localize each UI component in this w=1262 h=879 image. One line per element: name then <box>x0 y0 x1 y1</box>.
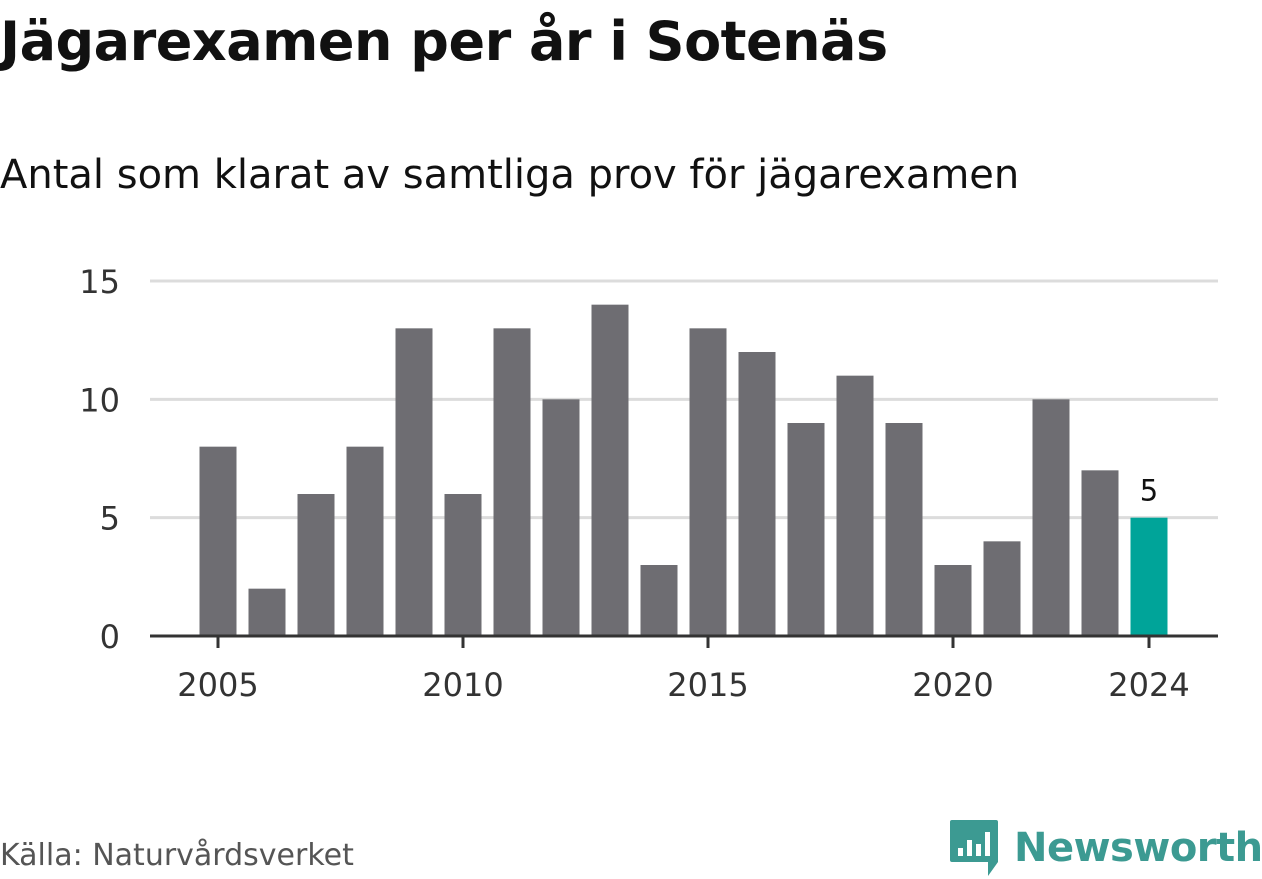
x-tick-label: 2005 <box>177 666 258 704</box>
bar-2023 <box>1081 470 1119 636</box>
bar-2012 <box>542 399 580 636</box>
y-axis-ticks: 0 5 10 15 <box>79 263 120 656</box>
bar-2008 <box>346 446 384 636</box>
x-tick-label: 2010 <box>422 666 503 704</box>
bar-2016 <box>738 352 776 636</box>
bar-2010 <box>444 494 482 636</box>
bar-2022 <box>1032 399 1070 636</box>
y-tick-label: 10 <box>79 381 120 419</box>
brand-logo: Newsworthy <box>948 818 1262 878</box>
y-tick-label: 15 <box>79 263 120 301</box>
bar-2009 <box>395 328 433 636</box>
y-tick-label: 0 <box>100 618 120 656</box>
bar-2006 <box>248 588 286 636</box>
source-note: Källa: Naturvårdsverket <box>0 838 354 873</box>
bar-2017 <box>787 423 825 636</box>
bar-2024 <box>1130 517 1168 636</box>
chart-title: Jägarexamen per år i Sotenäs <box>0 10 888 73</box>
bar-chart-logo-icon <box>950 820 998 876</box>
x-tick-label: 2024 <box>1108 666 1189 704</box>
bar-2018 <box>836 375 874 636</box>
x-tick-label: 2020 <box>912 666 993 704</box>
brand-name: Newsworthy <box>1014 825 1262 871</box>
x-tick-label: 2015 <box>667 666 748 704</box>
bar-2020 <box>934 565 972 636</box>
bar-2021 <box>983 541 1021 636</box>
bar-2015 <box>689 328 727 636</box>
bar-2011 <box>493 328 531 636</box>
bar-2005 <box>199 446 237 636</box>
bar-2013 <box>591 304 629 636</box>
chart-subtitle: Antal som klarat av samtliga prov för jä… <box>0 152 1020 198</box>
bar-2007 <box>297 494 335 636</box>
data-label-2024: 5 <box>1140 474 1158 508</box>
x-axis-ticks: 2005 2010 2015 2020 2024 <box>150 634 1218 704</box>
bar-2014 <box>640 565 678 636</box>
y-tick-label: 5 <box>100 500 120 538</box>
data-labels: 5 <box>1140 474 1158 508</box>
bars <box>199 304 1168 636</box>
bar-2019 <box>885 423 923 636</box>
